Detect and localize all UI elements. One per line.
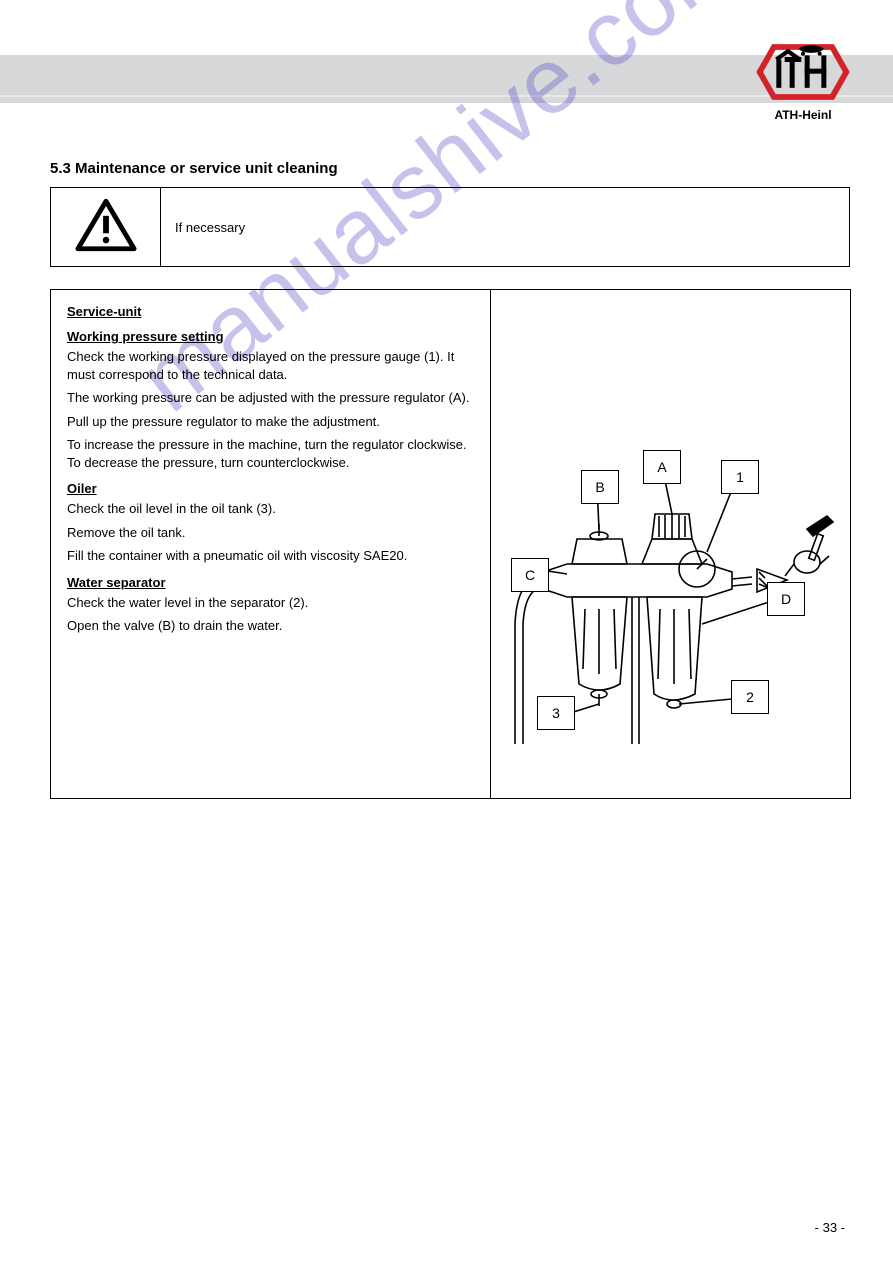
content-area: 5.3 Maintenance or service unit cleaning… xyxy=(50,160,850,799)
diagram-cell: C B A 1 D 2 3 xyxy=(491,290,851,799)
section-heading: 5.3 Maintenance or service unit cleaning xyxy=(50,160,850,177)
callout-2: 2 xyxy=(731,680,769,714)
page-root: ATH-Heinl manualshive.com 5.3 Maintenanc… xyxy=(0,0,893,1263)
warning-icon xyxy=(75,198,137,253)
oiler-line-2: Remove the oil tank. xyxy=(67,524,474,542)
oiler-line-3: Fill the container with a pneumatic oil … xyxy=(67,547,474,565)
warning-text-cell: If necessary xyxy=(161,188,850,267)
oiler-line-1: Check the oil level in the oil tank (3). xyxy=(67,500,474,518)
warning-box: If necessary xyxy=(50,187,850,267)
intro-heading: Service-unit xyxy=(67,304,474,319)
brand-logo: ATH-Heinl xyxy=(753,38,853,122)
warning-text: If necessary xyxy=(175,220,245,235)
page-number: - 33 - xyxy=(815,1220,845,1235)
callout-3: 3 xyxy=(537,696,575,730)
pressure-line-3: Pull up the pressure regulator to make t… xyxy=(67,413,474,431)
brand-caption: ATH-Heinl xyxy=(753,108,853,122)
service-unit-diagram: C B A 1 D 2 3 xyxy=(507,364,847,784)
pressure-line-4: To increase the pressure in the machine,… xyxy=(67,436,474,471)
separator-line-2: Open the valve (B) to drain the water. xyxy=(67,617,474,635)
callout-D: D xyxy=(767,582,805,616)
warning-icon-cell xyxy=(51,188,161,267)
pressure-line-2: The working pressure can be adjusted wit… xyxy=(67,389,474,407)
callout-B: B xyxy=(581,470,619,504)
instructions-cell: Service-unit Working pressure setting Ch… xyxy=(51,290,491,799)
pressure-line-1: Check the working pressure displayed on … xyxy=(67,348,474,383)
oiler-heading: Oiler xyxy=(67,481,474,496)
callout-A: A xyxy=(643,450,681,484)
ath-logo-icon xyxy=(753,38,853,106)
callout-C: C xyxy=(511,558,549,592)
separator-line-1: Check the water level in the separator (… xyxy=(67,594,474,612)
callout-1: 1 xyxy=(721,460,759,494)
pressure-heading: Working pressure setting xyxy=(67,329,474,344)
maintenance-table: Service-unit Working pressure setting Ch… xyxy=(50,289,851,799)
separator-heading: Water separator xyxy=(67,575,474,590)
